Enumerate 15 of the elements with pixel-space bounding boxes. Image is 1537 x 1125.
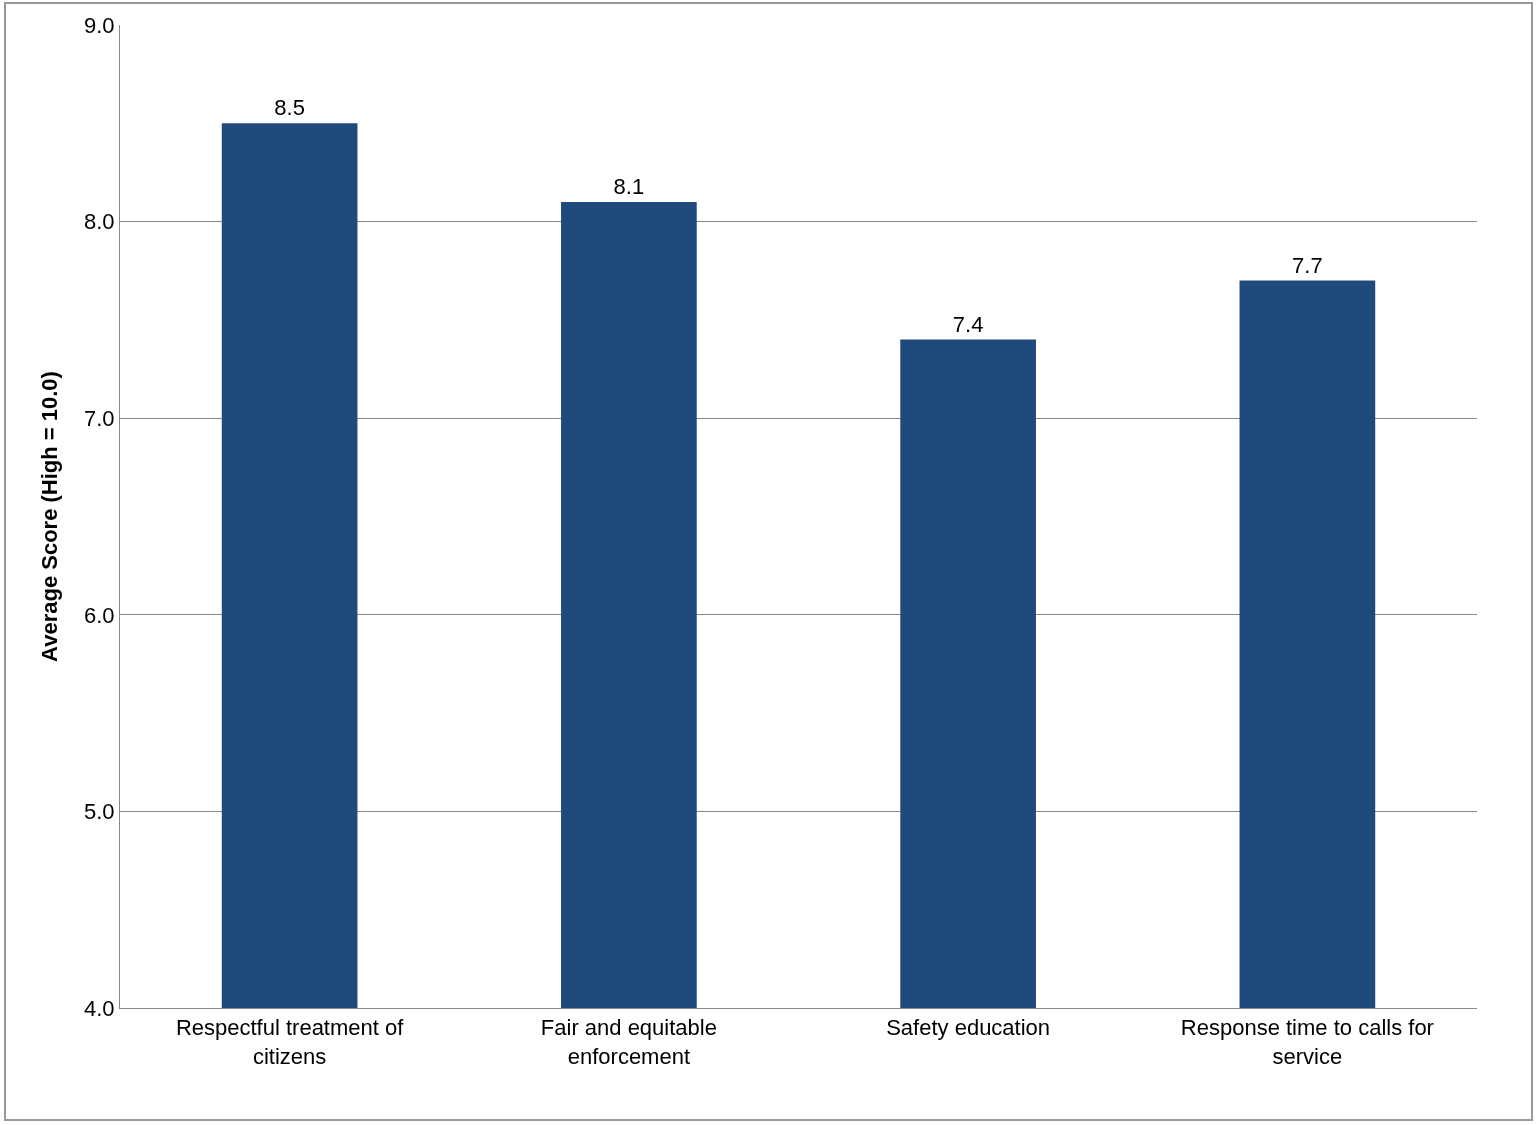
y-tick-label: 7.0 bbox=[84, 405, 115, 431]
y-tick-label: 6.0 bbox=[84, 602, 115, 628]
x-tick-label: Fair and equitable enforcement bbox=[540, 1015, 717, 1069]
y-axis-title: Average Score (High = 10.0) bbox=[36, 371, 62, 662]
y-tick-label: 9.0 bbox=[84, 12, 115, 38]
data-label: 8.1 bbox=[613, 173, 645, 199]
x-tick-label: Respectful treatment of citizens bbox=[175, 1015, 405, 1069]
data-label: 8.5 bbox=[274, 95, 305, 121]
y-tick-label: 5.0 bbox=[84, 799, 115, 825]
y-tick-label: 8.0 bbox=[84, 209, 115, 235]
y-tick-label: 4.0 bbox=[84, 995, 115, 1021]
data-label: 7.4 bbox=[952, 311, 984, 337]
x-tick-label: Response time to calls for service bbox=[1180, 1015, 1434, 1069]
x-tick-label: Safety education bbox=[886, 1015, 1051, 1041]
data-label: 7.7 bbox=[1292, 252, 1323, 278]
